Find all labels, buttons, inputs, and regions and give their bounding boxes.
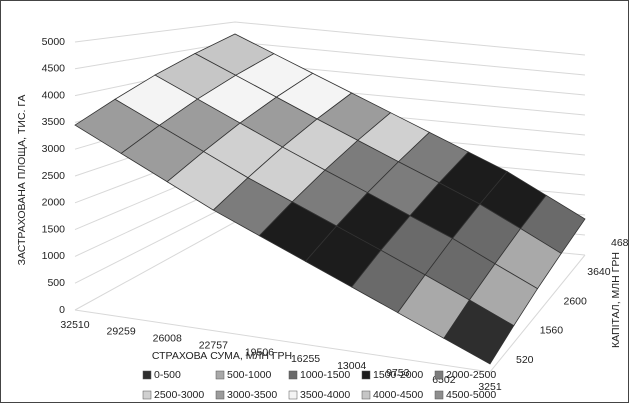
x-tick-label: 9753 [386,367,410,379]
legend-swatch [215,370,225,380]
legend-swatch [142,390,152,400]
legend-swatch [288,370,298,380]
x-tick-label: 22757 [199,339,228,351]
legend-swatch [288,390,298,400]
x-tick-label: 19506 [245,346,274,358]
z-tick-label: 3500 [42,116,66,128]
z-tick-label: 0 [59,304,65,316]
depth-axis-title: КАПІТАЛ, МЛН ГРН [610,252,622,348]
z-tick-label: 4000 [42,89,66,101]
legend-swatch [361,370,371,380]
legend-swatch [434,390,444,400]
legend-label: 3000-3500 [227,389,277,401]
depth-tick-label: 1560 [540,325,564,337]
x-tick-label: 16255 [291,353,320,365]
z-tick-label: 1000 [42,250,66,262]
x-tick-label: 3251 [478,381,502,393]
legend-label: 500-1000 [227,369,272,381]
surface-cell [443,299,515,365]
z-tick-label: 2000 [42,197,66,209]
x-tick-label: 26008 [153,333,182,345]
x-tick-label: 32510 [60,319,89,331]
legend-label: 4500-5000 [446,389,496,401]
z-tick-label: 2500 [42,170,66,182]
depth-tick-label: 520 [516,354,534,366]
legend-label: 3500-4000 [300,389,350,401]
x-tick-label: 29259 [107,326,136,338]
z-tick-label: 500 [47,277,65,289]
depth-tick-label: 2600 [564,295,588,307]
z-axis-title: ЗАСТРАХОВАНА ПЛОЩА, ТИС. ГА [16,95,28,266]
x-axis-title: СТРАХОВА СУМА, МЛН ГРН [152,350,292,362]
legend-swatch [434,370,444,380]
legend-label: 1000-1500 [300,369,350,381]
legend-label: 1500-2000 [373,369,423,381]
z-tick-label: 3000 [42,143,66,155]
x-tick-label: 13004 [337,360,366,372]
depth-tick-label: 3640 [587,266,611,278]
legend-label: 0-500 [154,369,181,381]
z-tick-label: 1500 [42,223,66,235]
legend-swatch [215,390,225,400]
legend-label: 2000-2500 [446,369,496,381]
grid-line [74,21,586,56]
floor-edge [74,254,586,373]
legend-swatch [361,390,371,400]
z-tick-label: 4500 [42,63,66,75]
legend-label: 4000-4500 [373,389,423,401]
legend-label: 2500-3000 [154,389,204,401]
z-tick-label: 5000 [42,36,66,48]
legend-swatch [142,370,152,380]
